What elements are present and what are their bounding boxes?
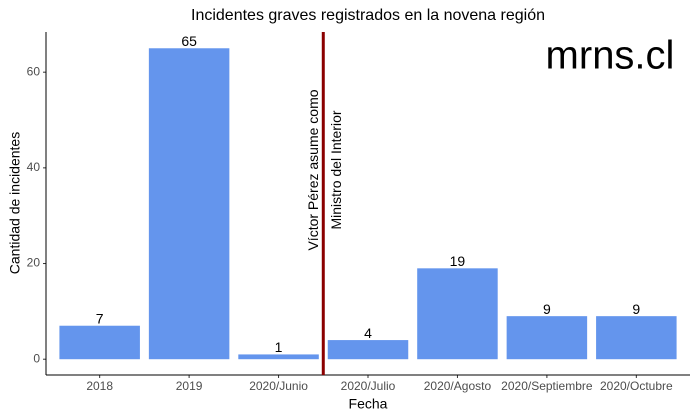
x-tick-label: 2020/Julio	[341, 379, 396, 393]
data-label: 4	[364, 325, 372, 341]
x-tick-label: 2020/Agosto	[424, 379, 492, 393]
y-tick-label: 40	[27, 160, 41, 174]
data-label: 9	[632, 301, 640, 317]
data-label: 19	[450, 253, 466, 269]
x-axis-label: Fecha	[349, 396, 388, 412]
y-tick-label: 0	[33, 351, 40, 365]
data-label: 65	[181, 33, 197, 49]
data-label: 7	[96, 310, 104, 326]
y-tick-label: 60	[27, 64, 41, 78]
data-label: 9	[543, 301, 551, 317]
x-tick-label: 2020/Junio	[249, 379, 308, 393]
x-tick-label: 2020/Octubre	[600, 379, 673, 393]
y-axis-label: Cantidad de incidentes	[7, 132, 23, 274]
bar	[596, 316, 677, 360]
x-tick-label: 2020/Septiembre	[501, 379, 593, 393]
bar	[417, 268, 498, 360]
event-annotation: Víctor Pérez asume como	[305, 89, 321, 250]
x-tick-label: 2018	[86, 379, 113, 393]
watermark: mrns.cl	[546, 34, 675, 78]
bar	[238, 354, 319, 360]
y-tick-label: 20	[27, 256, 41, 270]
event-annotation: Ministro del Interior	[328, 110, 344, 229]
data-label: 1	[275, 339, 283, 355]
x-tick-label: 2019	[176, 379, 203, 393]
bar	[506, 316, 588, 360]
bar	[59, 325, 140, 360]
bar	[148, 48, 230, 360]
chart-title: Incidentes graves registrados en la nove…	[191, 7, 545, 24]
bar	[327, 340, 409, 360]
